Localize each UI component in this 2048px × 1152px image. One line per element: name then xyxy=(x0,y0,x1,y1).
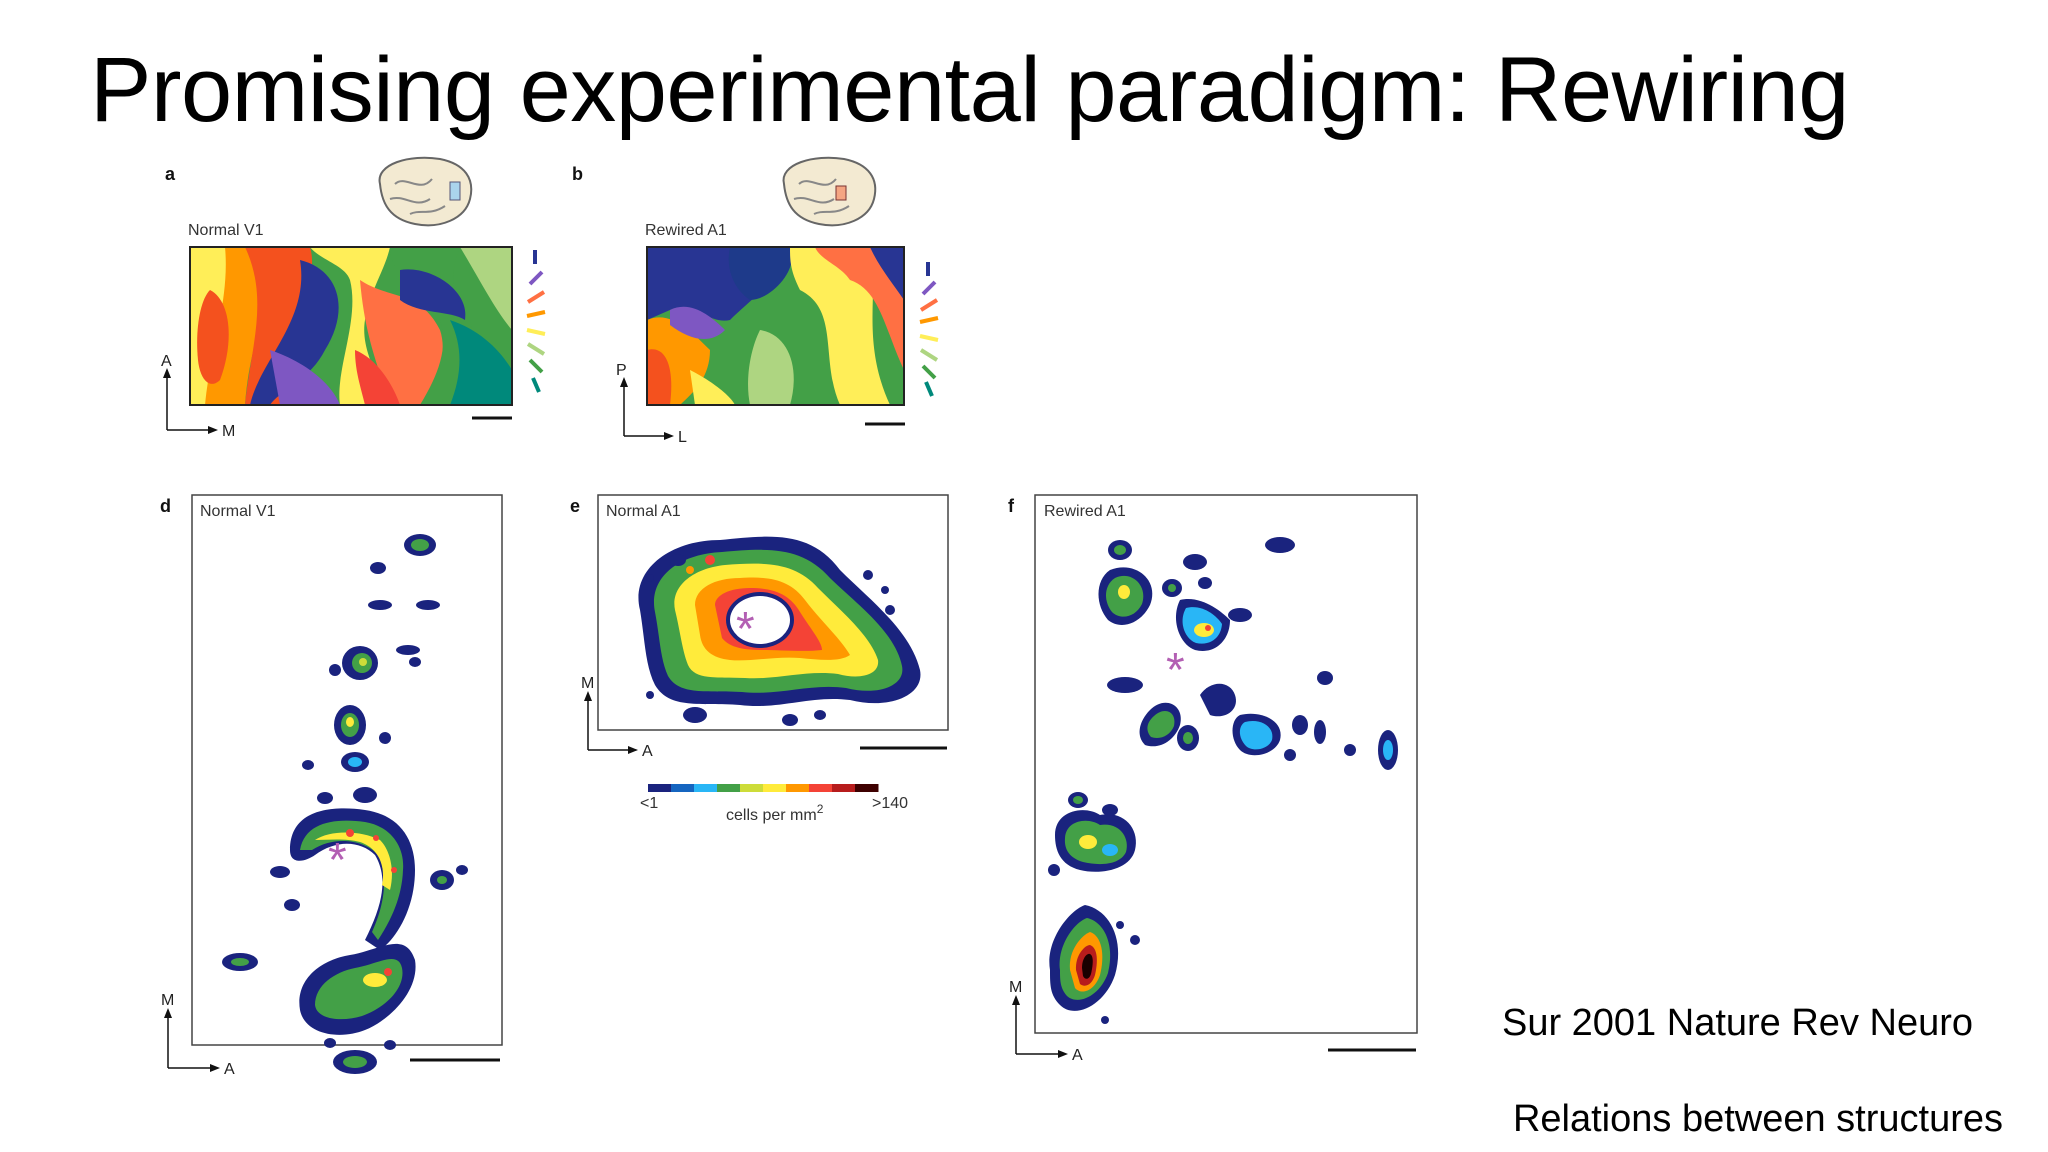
colorbar-segment xyxy=(648,784,672,792)
panel-letter-b: b xyxy=(572,164,583,184)
axis-right-d: A xyxy=(224,1061,235,1078)
axis-up-b: P xyxy=(616,362,627,379)
colorbar-segment xyxy=(809,784,833,792)
panel-a: a Normal V1 xyxy=(161,156,546,440)
colorbar-segment xyxy=(763,784,787,792)
axis-right-e: A xyxy=(642,743,653,760)
axis-up-f: M xyxy=(1009,979,1022,996)
panel-label-a: Normal V1 xyxy=(188,222,264,239)
asterisk-icon: * xyxy=(328,834,347,887)
panel-letter-f: f xyxy=(1008,496,1015,516)
panel-b: b Rewired A1 xyxy=(572,156,939,446)
colorbar-segment xyxy=(786,784,810,792)
panel-label-d: Normal V1 xyxy=(200,503,276,520)
colorbar-unit: cells per mm2 xyxy=(726,802,824,824)
orientation-legend-a xyxy=(526,250,546,393)
panel-d: d Normal V1 xyxy=(160,494,503,1078)
colorbar xyxy=(648,784,879,792)
panel-f: f Rewired A1 xyxy=(1008,494,1418,1064)
panel-label-f: Rewired A1 xyxy=(1044,503,1126,520)
slide-title: Promising experimental paradigm: Rewirin… xyxy=(90,39,1849,141)
density-map-d xyxy=(222,534,468,1074)
axis-right-a: M xyxy=(222,423,235,440)
density-map-e xyxy=(638,536,921,726)
brain-icon xyxy=(782,156,877,227)
panel-letter-d: d xyxy=(160,496,171,516)
colorbar-unit-sup: 2 xyxy=(817,802,824,816)
colorbar-max-label: >140 xyxy=(872,795,908,812)
brain-icon xyxy=(378,156,473,227)
panel-label-b: Rewired A1 xyxy=(645,222,727,239)
axis-up-d: M xyxy=(161,992,174,1009)
colorbar-min-label: <1 xyxy=(640,795,658,812)
axis-right-b: L xyxy=(678,429,687,446)
colorbar-segment xyxy=(740,784,764,792)
orientation-legend-b xyxy=(919,262,939,397)
colorbar-segment xyxy=(717,784,741,792)
colorbar-segment xyxy=(671,784,695,792)
panel-label-e: Normal A1 xyxy=(606,503,681,520)
density-map-f xyxy=(1048,537,1398,1024)
colorbar-segment xyxy=(855,784,879,792)
panel-e: e Normal A1 * M A xyxy=(570,494,949,824)
panel-letter-e: e xyxy=(570,496,580,516)
asterisk-icon: * xyxy=(736,603,755,656)
asterisk-icon: * xyxy=(1166,644,1185,697)
colorbar-segment xyxy=(694,784,718,792)
axis-up-a: A xyxy=(161,353,172,370)
figure: a Normal V1 xyxy=(160,156,1418,1078)
colorbar-segment xyxy=(832,784,856,792)
orientation-map-a xyxy=(190,247,512,405)
citation: Sur 2001 Nature Rev Neuro xyxy=(1501,1002,1973,1044)
axis-up-e: M xyxy=(581,675,594,692)
caption: Relations between structures xyxy=(1512,1098,2003,1140)
panel-letter-a: a xyxy=(165,164,176,184)
axis-right-f: A xyxy=(1072,1047,1083,1064)
colorbar-unit-text: cells per mm xyxy=(726,807,817,824)
orientation-map-b xyxy=(647,247,904,405)
